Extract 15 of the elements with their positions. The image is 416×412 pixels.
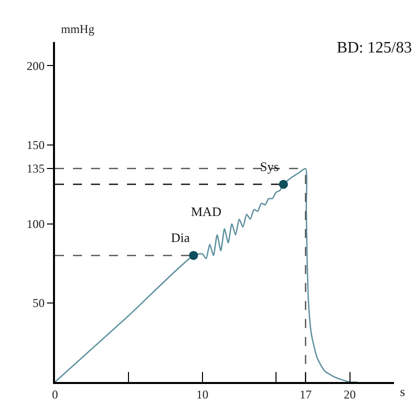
y-tick-label: 135 [26,162,45,176]
annotation: Sys [260,159,279,174]
x-tick-label: 0 [52,387,58,402]
y-tick-label: 50 [32,296,45,310]
y-tick-label: 100 [26,217,45,232]
x-axis-title: s [400,384,406,399]
annotation: MAD [191,204,222,219]
annotation: Dia [171,230,190,245]
x-tick-label: 17 [300,387,312,402]
x-tick-label: 20 [344,387,356,402]
y-tick-label: 150 [26,138,45,152]
x-tick-label: 10 [196,387,208,402]
y-tick-label: 200 [26,58,45,73]
y-axis-title: mmHg [61,22,94,36]
chart-title: BD: 125/83 [336,39,412,56]
